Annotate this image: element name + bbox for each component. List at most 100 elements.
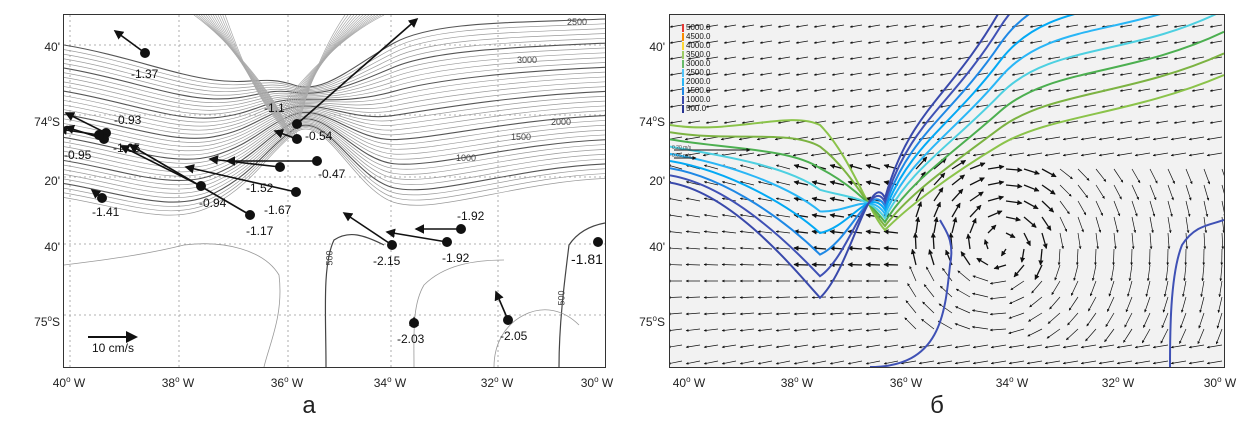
flow-vector — [831, 120, 845, 124]
flow-vector — [1029, 40, 1043, 44]
bathymetry-contour — [670, 15, 999, 300]
flow-vector — [1068, 296, 1079, 311]
flow-vector — [829, 229, 845, 235]
flow-vector — [983, 239, 989, 250]
caption-b: б — [930, 392, 944, 419]
flow-vector — [921, 318, 935, 330]
flow-vector — [993, 40, 1007, 44]
flow-vector — [1026, 344, 1043, 349]
flow-vector — [685, 360, 701, 365]
flow-vector — [1047, 88, 1061, 92]
reference-arrow-label: 0.05 m/s — [672, 153, 692, 159]
flow-vector — [900, 360, 917, 365]
mooring-marker — [94, 130, 104, 140]
flow-vector — [939, 88, 953, 92]
flow-vector — [687, 56, 701, 60]
flow-vector — [1101, 56, 1115, 60]
flow-vector — [777, 56, 791, 60]
flow-vector — [811, 180, 827, 186]
flow-vector — [811, 312, 827, 316]
x-tick-label: 30o W — [580, 375, 614, 390]
x-tick-label: 40o W — [672, 375, 706, 390]
flow-vector — [811, 360, 827, 365]
flow-vector — [741, 88, 755, 92]
flow-vector — [960, 251, 971, 266]
flow-vector — [757, 197, 773, 202]
flow-vector — [1077, 184, 1089, 198]
flow-vector — [1221, 168, 1224, 176]
current-vector — [64, 125, 100, 136]
flow-vector — [915, 216, 921, 234]
flow-vector — [951, 174, 966, 186]
flow-vector — [954, 323, 971, 330]
flow-vector — [795, 24, 809, 28]
flow-vector — [1041, 216, 1052, 231]
flow-vector — [1029, 24, 1043, 28]
current-vector — [128, 144, 251, 216]
legend-swatch — [682, 77, 684, 86]
x-tick-label: 30o W — [1203, 375, 1237, 390]
flow-vector — [1203, 184, 1210, 201]
bathymetry-contour-map — [64, 15, 605, 367]
flow-vector — [921, 56, 935, 60]
scale-label: 10 cm/s — [92, 341, 135, 355]
flow-vector — [909, 265, 917, 282]
flow-vector — [1009, 296, 1025, 305]
mooring-label: -2.05 — [500, 329, 528, 343]
legend-swatch — [682, 50, 684, 59]
flow-vector — [1000, 248, 1007, 257]
flow-vector — [1008, 152, 1025, 157]
flow-vector — [1088, 296, 1097, 312]
flow-vector — [951, 202, 961, 218]
flow-vector — [1011, 88, 1025, 92]
flow-vector — [831, 24, 845, 28]
flow-vector — [1101, 120, 1115, 124]
flow-vector — [1131, 200, 1138, 217]
bathymetry-contour — [670, 74, 1224, 232]
flow-vector — [1095, 200, 1103, 216]
flow-vector — [847, 344, 863, 349]
flow-vector — [1026, 136, 1043, 141]
flow-vector — [777, 24, 791, 28]
current-vector — [113, 30, 146, 54]
flow-vector — [670, 136, 683, 140]
flow-vector — [757, 328, 773, 332]
flow-vector — [831, 72, 845, 76]
bathymetry-contour — [64, 57, 605, 111]
flow-vector — [721, 246, 737, 250]
flow-vector — [885, 56, 899, 60]
flow-vector — [849, 88, 863, 92]
flow-vector — [739, 328, 755, 332]
legend-swatch — [682, 23, 684, 32]
mooring-marker — [140, 48, 150, 58]
flow-vector — [1185, 184, 1192, 201]
x-tick-label: 36o W — [889, 375, 923, 390]
flow-vector — [739, 230, 755, 234]
flow-vector — [993, 264, 1007, 270]
flow-vector — [933, 158, 947, 170]
flow-vector — [1191, 24, 1205, 28]
contour-label: 1500 — [511, 132, 532, 142]
flow-vector — [1203, 200, 1209, 217]
map-panel-b: 5000.0 4500.0 4000.0 3500.0 3000.0 2500.… — [669, 14, 1225, 368]
flow-vector — [1094, 248, 1097, 266]
flow-vector — [957, 56, 971, 60]
flow-vector — [1066, 328, 1079, 341]
flow-vector — [1065, 40, 1079, 44]
flow-vector — [1098, 360, 1115, 365]
flow-vector — [705, 56, 719, 60]
flow-vector — [687, 40, 701, 44]
mooring-label: -1.92 — [457, 209, 485, 223]
flow-vector — [829, 296, 845, 299]
flow-vector — [903, 40, 917, 44]
flow-vector — [1188, 136, 1205, 141]
flow-vector — [793, 180, 809, 186]
flow-vector — [1005, 216, 1021, 222]
flow-vector — [990, 360, 1007, 365]
flow-vector — [1019, 248, 1026, 263]
legend-entry: 500.0 — [682, 104, 706, 113]
flow-vector — [1185, 232, 1189, 250]
caption-a: а — [302, 392, 316, 419]
flow-vector — [795, 40, 809, 44]
flow-vector — [990, 344, 1007, 349]
